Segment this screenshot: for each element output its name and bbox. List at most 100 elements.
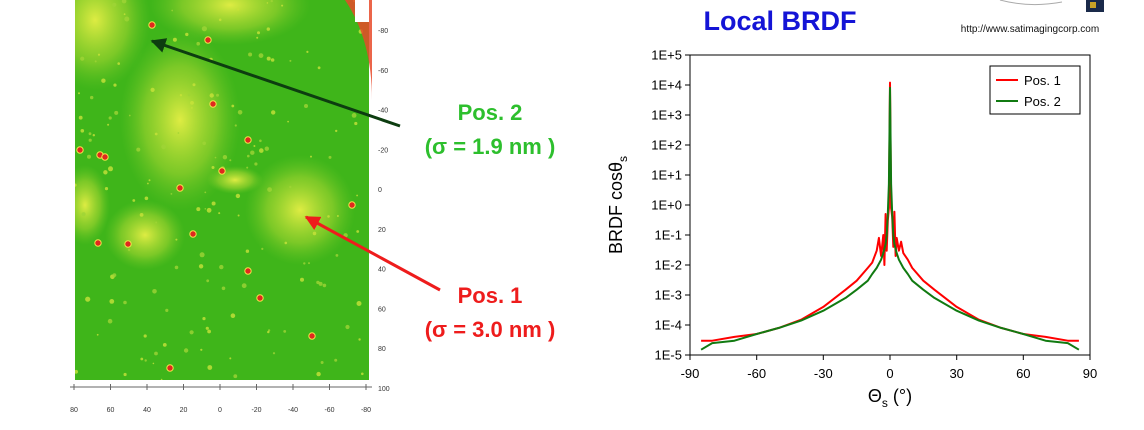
map-speckle	[322, 283, 327, 288]
map-speckle	[266, 2, 269, 4]
map-speckle	[80, 56, 85, 61]
map-defect-dot	[348, 201, 356, 209]
map-speckle	[123, 300, 127, 305]
map-speckle	[136, 147, 141, 152]
map-speckle	[281, 4, 284, 7]
map-speckle	[144, 359, 147, 362]
map-speckle	[214, 156, 217, 159]
map-speckle	[148, 179, 151, 182]
y-tick-label: 1E-3	[655, 288, 682, 303]
series-line-pos1	[701, 81, 1079, 342]
map-speckle	[175, 238, 178, 241]
map-defect-dot	[189, 230, 197, 238]
map-speckle	[165, 308, 169, 312]
map-speckle	[229, 357, 232, 360]
map-right-tick-label: 80	[378, 346, 386, 353]
map-defect-dot	[244, 267, 252, 275]
map-bottom-tick-label: 20	[180, 407, 188, 414]
x-axis: -90 -60 -30 0 30 60 90	[681, 355, 1097, 381]
map-speckle	[107, 318, 113, 324]
map-speckle	[92, 134, 96, 137]
map-speckle	[327, 215, 330, 218]
map-speckle	[306, 50, 309, 54]
map-right-tick-label: 0	[378, 187, 382, 194]
x-tick-label: 60	[1016, 366, 1030, 381]
map-speckle	[318, 281, 323, 286]
map-bottom-tick-label: 40	[143, 407, 151, 414]
map-speckle	[283, 330, 287, 333]
map-speckle	[171, 9, 174, 12]
map-speckle	[248, 52, 253, 57]
x-axis-label-symbol: Θ	[868, 386, 882, 406]
map-speckle	[123, 372, 127, 377]
map-speckle	[271, 110, 276, 115]
map-speckle	[80, 129, 85, 133]
map-speckle	[253, 145, 256, 147]
map-speckle	[356, 230, 360, 233]
map-speckle	[191, 107, 193, 109]
map-speckle	[218, 212, 221, 215]
map-speckle	[139, 213, 144, 217]
map-bottom-tick-label: 60	[107, 407, 115, 414]
map-speckle	[257, 31, 260, 35]
y-tick-label: 1E-5	[655, 348, 682, 363]
map-speckle	[207, 365, 213, 370]
map-speckle	[109, 299, 115, 304]
map-speckle	[216, 93, 219, 97]
map-speckle	[75, 183, 77, 187]
y-tick-label: 1E+2	[651, 138, 682, 153]
map-defect-dot	[76, 146, 84, 154]
map-speckle	[230, 313, 236, 319]
map-defect-dot	[148, 21, 156, 29]
map-speckle	[155, 221, 158, 224]
map-speckle	[103, 170, 108, 175]
map-speckle	[221, 286, 226, 291]
map-speckle	[78, 92, 80, 95]
map-speckle	[261, 247, 264, 250]
map-bottom-tick-label: -80	[361, 407, 371, 414]
map-speckle	[231, 104, 235, 108]
map-speckle	[259, 148, 264, 153]
pos1-sigma: (σ = 3.0 nm )	[425, 317, 556, 342]
map-speckle	[121, 0, 127, 4]
pos2-label: Pos. 2	[458, 100, 523, 125]
x-axis-label: Θs (°)	[868, 386, 912, 410]
logo-satellite-icon	[999, 0, 1104, 12]
x-tick-label: -90	[681, 366, 700, 381]
map-speckle	[241, 283, 247, 289]
map-speckle	[270, 0, 273, 3]
map-speckle	[196, 207, 201, 212]
y-tick-label: 1E+4	[651, 78, 682, 93]
y-axis: 1E-5 1E-4 1E-3 1E-2 1E-1 1E+0 1E+1 1E+2 1E+3 1E+4…	[651, 48, 690, 363]
map-speckle	[96, 333, 99, 336]
map-defect-dot	[94, 239, 102, 247]
map-speckle	[334, 358, 338, 362]
source-url: http://www.satimagingcorp.com	[961, 24, 1099, 35]
map-speckle	[123, 13, 126, 16]
map-highlight-6	[120, 30, 240, 210]
legend-box	[989, 65, 1081, 115]
map-speckle	[132, 199, 136, 202]
map-speckle	[198, 264, 204, 269]
map-speckle	[222, 155, 228, 160]
map-speckle	[187, 93, 191, 97]
map-speckle	[310, 155, 312, 158]
map-speckle	[264, 146, 269, 151]
map-defect-dot	[176, 184, 184, 192]
map-right-axis: -80 -60 -40 -20 0 20 40 60 80 100	[378, 28, 390, 393]
pos1-label: Pos. 1	[458, 283, 523, 308]
map-speckle	[154, 132, 158, 136]
map-speckle	[75, 369, 78, 374]
map-speckle	[205, 326, 209, 330]
map-speckle	[259, 139, 262, 143]
map-speckle	[104, 187, 109, 191]
map-right-tick-label: -80	[378, 28, 388, 35]
map-highlight-4	[75, 165, 110, 245]
map-speckle	[284, 241, 288, 245]
map-speckle	[143, 334, 147, 338]
map-speckle	[356, 301, 362, 306]
map-right-tick-label: 60	[378, 306, 386, 313]
map-speckle	[88, 138, 92, 142]
map-speckle	[300, 277, 304, 282]
map-speckle	[87, 154, 91, 159]
